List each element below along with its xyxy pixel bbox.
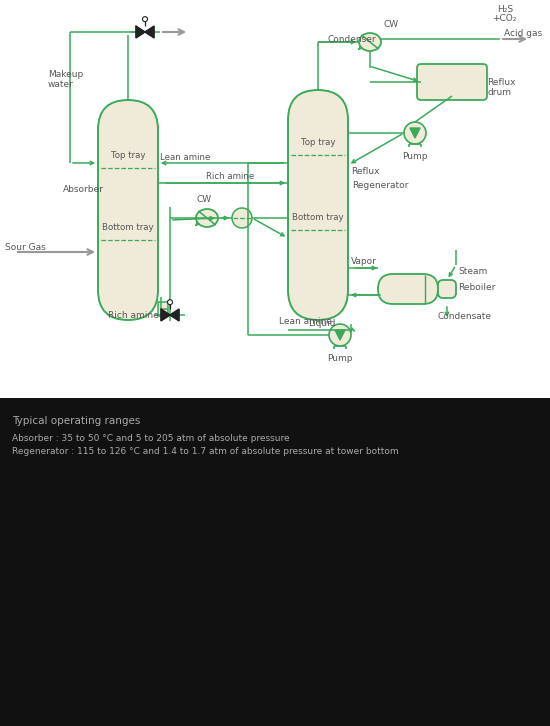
Bar bbox=[0, 0, 550, 398]
Text: Bottom tray: Bottom tray bbox=[292, 213, 344, 222]
Circle shape bbox=[168, 300, 173, 305]
Circle shape bbox=[329, 324, 351, 346]
Text: Sour Gas: Sour Gas bbox=[5, 243, 46, 252]
Text: H₂S: H₂S bbox=[497, 5, 513, 14]
Text: Reboiler: Reboiler bbox=[458, 283, 496, 293]
Circle shape bbox=[232, 208, 252, 228]
Text: Condenser: Condenser bbox=[328, 35, 377, 44]
Text: Acid gas: Acid gas bbox=[504, 29, 542, 38]
FancyBboxPatch shape bbox=[417, 64, 487, 100]
FancyBboxPatch shape bbox=[98, 100, 158, 320]
Circle shape bbox=[404, 122, 426, 144]
Text: Top tray: Top tray bbox=[111, 151, 145, 160]
Text: Liquid: Liquid bbox=[308, 319, 336, 328]
Text: Rich amine: Rich amine bbox=[108, 311, 159, 319]
Polygon shape bbox=[170, 309, 179, 321]
Polygon shape bbox=[145, 26, 154, 38]
Text: Lean amine: Lean amine bbox=[160, 153, 210, 162]
Text: Pump: Pump bbox=[327, 354, 353, 363]
Text: Typical operating ranges: Typical operating ranges bbox=[12, 416, 140, 426]
Polygon shape bbox=[335, 330, 345, 340]
Polygon shape bbox=[410, 128, 420, 138]
Text: CW: CW bbox=[196, 195, 212, 204]
FancyBboxPatch shape bbox=[288, 90, 348, 320]
Ellipse shape bbox=[196, 209, 218, 227]
Text: Bottom tray: Bottom tray bbox=[102, 223, 154, 232]
Polygon shape bbox=[161, 309, 170, 321]
Text: Lean amine: Lean amine bbox=[279, 317, 332, 325]
Text: Reflux: Reflux bbox=[351, 167, 380, 176]
Bar bbox=[0, 398, 550, 726]
Text: Top tray: Top tray bbox=[301, 138, 336, 147]
Text: Steam: Steam bbox=[458, 267, 487, 277]
Text: Rich amine: Rich amine bbox=[206, 172, 254, 181]
Text: Condensate: Condensate bbox=[438, 312, 492, 321]
Polygon shape bbox=[136, 26, 145, 38]
Text: Absorber : 35 to 50 °C and 5 to 205 atm of absolute pressure: Absorber : 35 to 50 °C and 5 to 205 atm … bbox=[12, 434, 290, 443]
FancyBboxPatch shape bbox=[378, 274, 438, 304]
Bar bbox=[158, 302, 168, 316]
Circle shape bbox=[142, 17, 147, 22]
Text: Makeup
water: Makeup water bbox=[48, 70, 83, 89]
Text: Absorber: Absorber bbox=[63, 186, 104, 195]
Text: Regenerator: Regenerator bbox=[352, 181, 408, 189]
Text: +CO₂: +CO₂ bbox=[492, 14, 516, 23]
Text: CW: CW bbox=[383, 20, 398, 29]
Text: Reflux
drum: Reflux drum bbox=[487, 78, 515, 97]
FancyBboxPatch shape bbox=[438, 280, 456, 298]
Text: Pump: Pump bbox=[402, 152, 428, 161]
Text: Vapor: Vapor bbox=[351, 257, 377, 266]
Ellipse shape bbox=[359, 33, 381, 51]
Text: Regenerator : 115 to 126 °C and 1.4 to 1.7 atm of absolute pressure at tower bot: Regenerator : 115 to 126 °C and 1.4 to 1… bbox=[12, 446, 399, 456]
